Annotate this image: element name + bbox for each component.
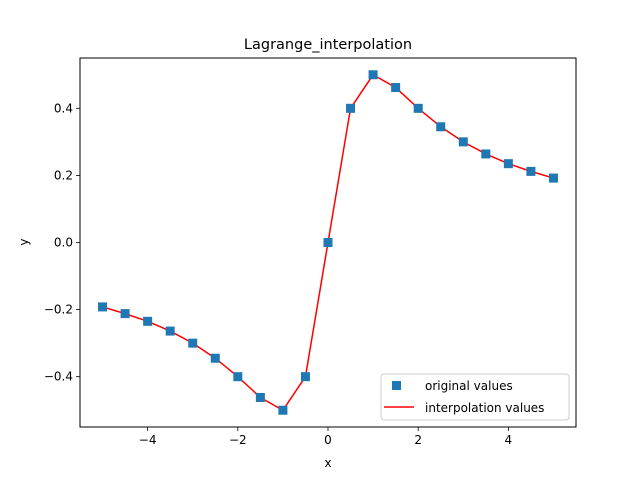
data-point-original-values bbox=[165, 326, 175, 336]
legend-box bbox=[380, 373, 570, 421]
data-point-original-values bbox=[143, 316, 153, 326]
data-point-original-values bbox=[503, 159, 513, 169]
plot-area bbox=[98, 70, 558, 415]
y-tick-label: 0.0 bbox=[54, 236, 73, 250]
y-axis-label: y bbox=[17, 238, 31, 245]
data-point-original-values bbox=[278, 405, 288, 415]
chart-title: Lagrange_interpolation bbox=[244, 37, 412, 53]
y-tick-label: 0.2 bbox=[54, 168, 73, 182]
legend: original values interpolation values bbox=[380, 373, 570, 421]
data-point-original-values bbox=[120, 309, 130, 319]
y-tick-label: −0.2 bbox=[44, 303, 73, 317]
y-tick-label: −0.4 bbox=[44, 370, 73, 384]
data-point-original-values bbox=[255, 392, 265, 402]
legend-marker-original-values bbox=[392, 381, 401, 390]
data-point-original-values bbox=[98, 302, 108, 312]
axis-ticks: −4 −2 0 2 4 −0.4 −0.2 0.0 0.2 0.4 bbox=[44, 101, 512, 447]
data-point-original-values bbox=[188, 338, 198, 348]
x-tick-label: −2 bbox=[229, 433, 247, 447]
x-tick-label: 4 bbox=[505, 433, 513, 447]
data-point-original-values bbox=[368, 70, 378, 80]
y-tick-label: 0.4 bbox=[54, 101, 73, 115]
data-point-original-values bbox=[436, 122, 446, 132]
data-point-original-values bbox=[481, 149, 491, 159]
data-point-original-values bbox=[346, 103, 356, 113]
data-point-original-values bbox=[300, 372, 310, 382]
data-point-original-values bbox=[413, 103, 423, 113]
data-point-original-values bbox=[233, 372, 243, 382]
data-point-original-values bbox=[391, 83, 401, 93]
data-point-original-values bbox=[526, 166, 536, 176]
data-point-original-values bbox=[458, 137, 468, 147]
data-point-original-values bbox=[210, 353, 220, 363]
x-tick-label: 2 bbox=[414, 433, 422, 447]
data-point-original-values bbox=[323, 238, 333, 247]
x-tick-label: 0 bbox=[324, 433, 332, 447]
x-axis-label: x bbox=[324, 456, 331, 470]
legend-label-original-values: original values bbox=[425, 379, 513, 393]
legend-label-interpolation-values: interpolation values bbox=[425, 401, 544, 415]
data-point-original-values bbox=[548, 173, 558, 183]
x-tick-label: −4 bbox=[139, 433, 157, 447]
